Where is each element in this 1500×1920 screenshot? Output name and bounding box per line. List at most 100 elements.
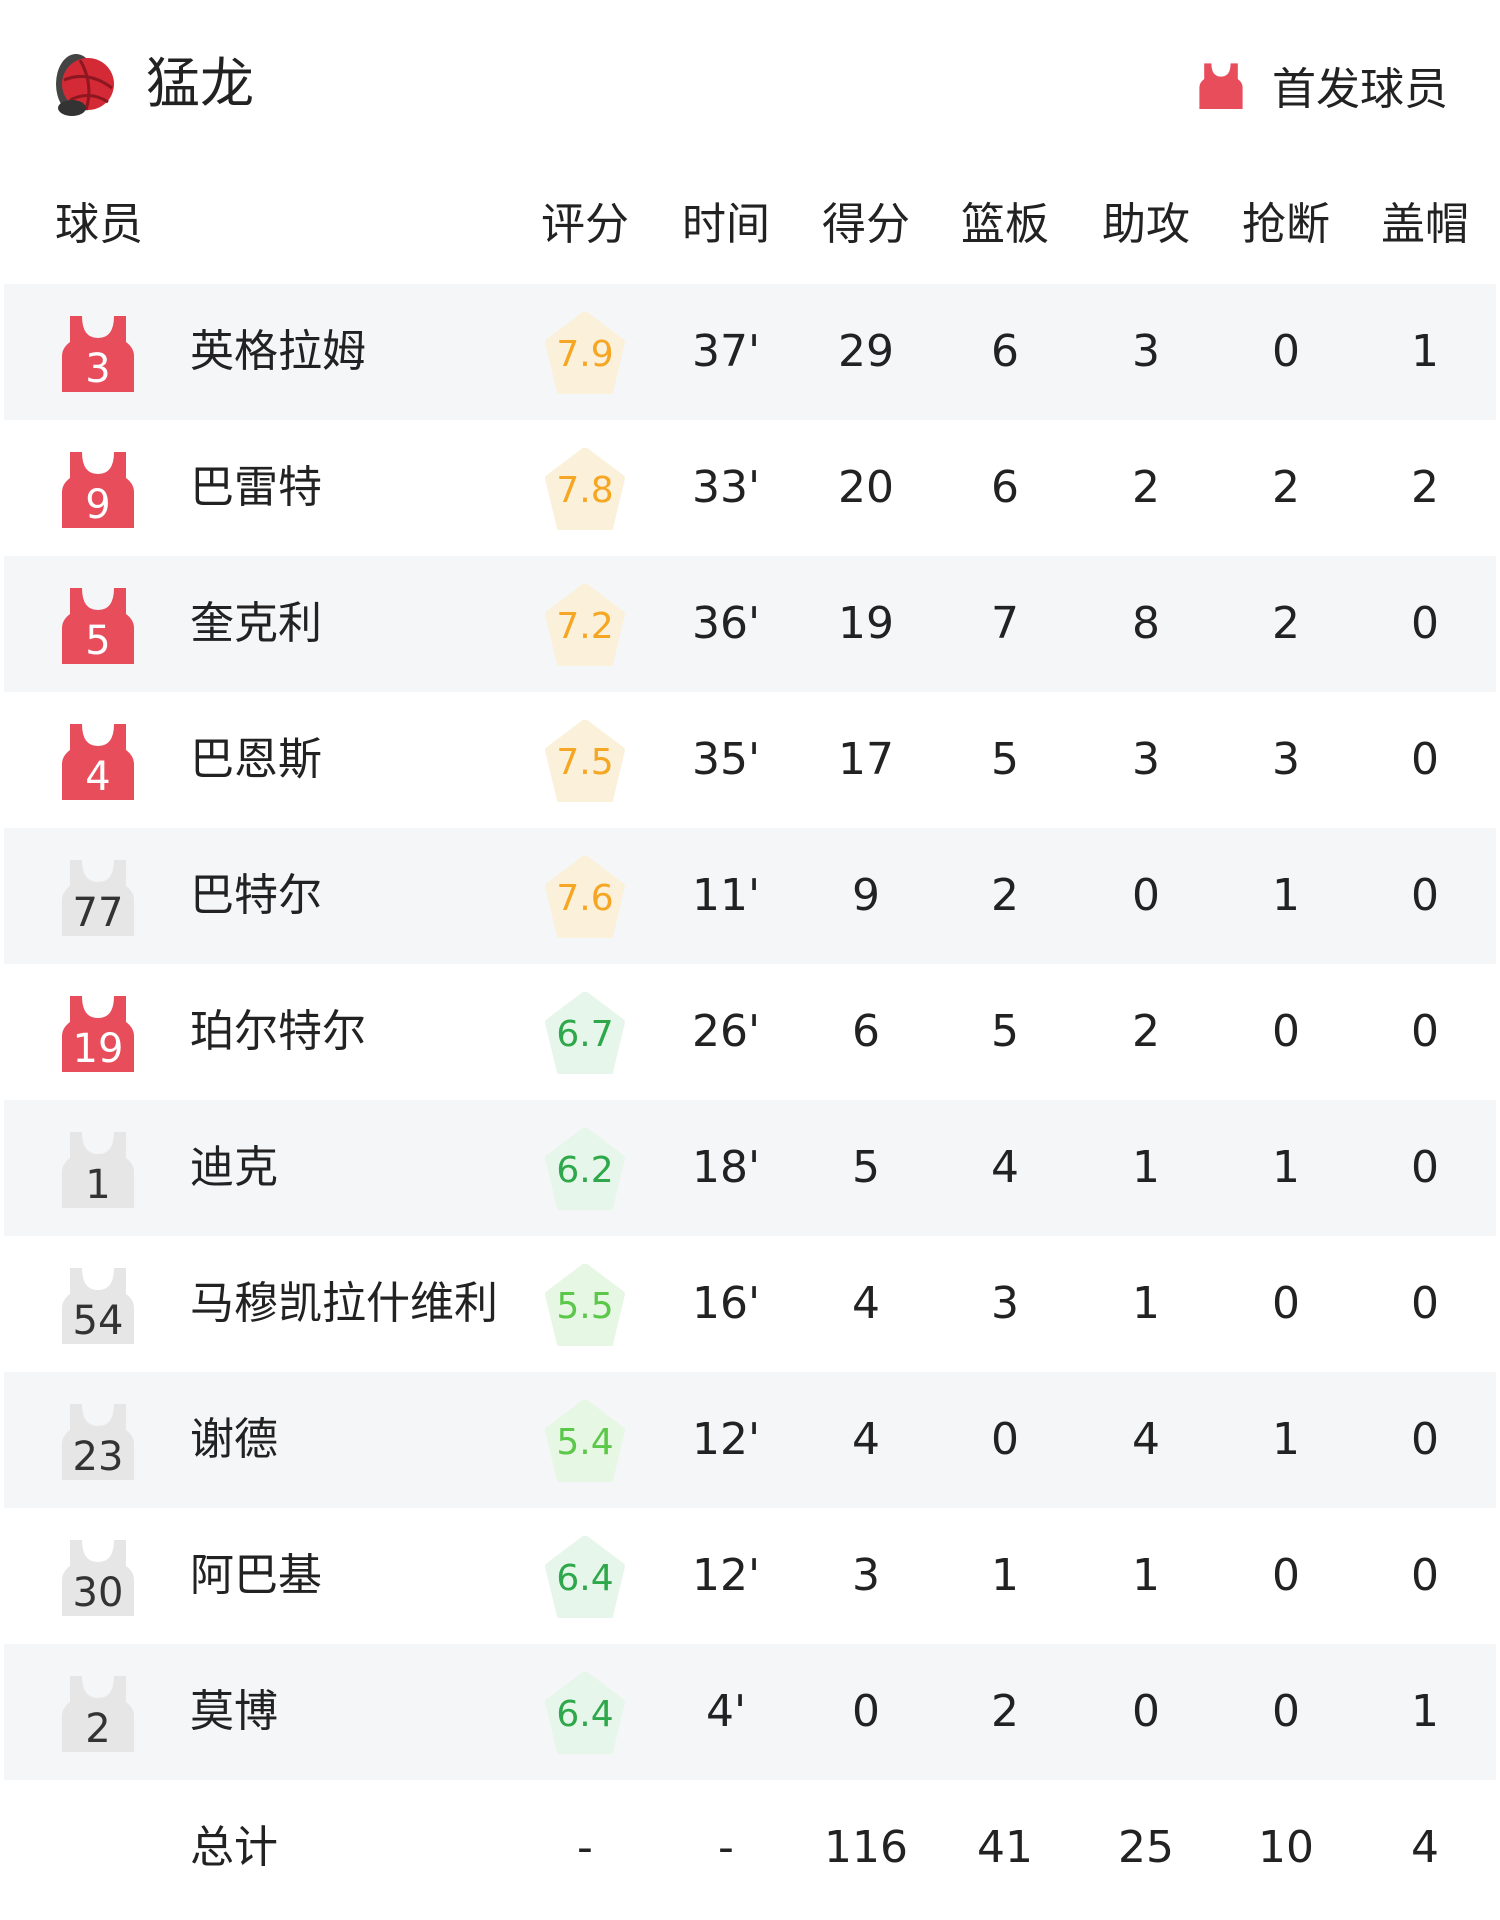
jersey-icon [1199, 63, 1243, 109]
stat-points: 29 [838, 326, 894, 377]
stat-time: 26' [691, 1006, 761, 1057]
column-header-rating[interactable]: 评分 [541, 199, 629, 250]
stat-steals: 1 [1272, 1142, 1300, 1193]
stat-assists: 1 [1132, 1278, 1160, 1329]
player-name[interactable]: 巴雷特 [190, 420, 500, 556]
player-name[interactable]: 迪克 [190, 1100, 500, 1236]
column-header-assists[interactable]: 助攻 [1102, 199, 1190, 250]
stat-blocks: 0 [1411, 870, 1439, 921]
stat-assists: 3 [1132, 734, 1160, 785]
player-row[interactable]: 54 马穆凯拉什维利 5.5 16' 4 3 1 0 0 [4, 1236, 1496, 1372]
rating-value: 6.2 [556, 1150, 614, 1191]
rating-value: 7.2 [556, 606, 614, 647]
player-name-text: 马穆凯拉什维利 [190, 1278, 498, 1329]
stat-time: 36' [691, 598, 761, 649]
stat-blocks: 0 [1411, 1278, 1439, 1329]
player-name-text: 莫博 [190, 1686, 278, 1737]
stat-steals: 0 [1272, 326, 1300, 377]
column-header-steals[interactable]: 抢断 [1242, 199, 1330, 250]
stat-points: 4 [852, 1414, 880, 1465]
stat-points: 20 [838, 462, 894, 513]
jersey-icon: 23 [62, 1400, 134, 1480]
jersey-number: 2 [85, 1706, 111, 1752]
rating-value: 6.4 [556, 1558, 614, 1599]
rating-value: 5.4 [556, 1422, 614, 1463]
player-name[interactable]: 巴特尔 [190, 828, 500, 964]
stat-points: 4 [852, 1278, 880, 1329]
player-name[interactable]: 马穆凯拉什维利 [190, 1236, 500, 1372]
player-name[interactable]: 阿巴基 [190, 1508, 500, 1644]
player-row[interactable]: 1 迪克 6.2 18' 5 4 1 1 0 [4, 1100, 1496, 1236]
raptors-logo-icon [50, 50, 118, 118]
totals-blocks: 4 [1411, 1822, 1439, 1873]
player-row[interactable]: 77 巴特尔 7.6 11' 9 2 0 1 0 [4, 828, 1496, 964]
jersey-number: 9 [85, 482, 111, 528]
stat-steals: 0 [1272, 1006, 1300, 1057]
player-row[interactable]: 5 奎克利 7.2 36' 19 7 8 2 0 [4, 556, 1496, 692]
player-row[interactable]: 9 巴雷特 7.8 33' 20 6 2 2 2 [4, 420, 1496, 556]
rating-badge: 5.4 [544, 1400, 626, 1482]
column-header-points[interactable]: 得分 [822, 199, 910, 250]
stat-rebounds: 5 [991, 734, 1019, 785]
starter-legend: 首发球员 [1198, 55, 1448, 115]
stat-points: 3 [852, 1550, 880, 1601]
player-name[interactable]: 英格拉姆 [190, 284, 500, 420]
stat-time: 18' [691, 1142, 761, 1193]
stat-points: 9 [852, 870, 880, 921]
player-name[interactable]: 谢德 [190, 1372, 500, 1508]
jersey-icon: 5 [62, 584, 134, 664]
player-row[interactable]: 30 阿巴基 6.4 12' 3 1 1 0 0 [4, 1508, 1496, 1644]
column-header-time[interactable]: 时间 [682, 199, 770, 250]
stat-steals: 0 [1272, 1550, 1300, 1601]
totals-steals: 10 [1258, 1822, 1314, 1873]
stat-time: 12' [691, 1414, 761, 1465]
jersey-number: 30 [72, 1570, 124, 1616]
rating-value: 7.5 [556, 742, 614, 783]
player-row[interactable]: 4 巴恩斯 7.5 35' 17 5 3 3 0 [4, 692, 1496, 828]
jersey-icon: 4 [62, 720, 134, 800]
jersey-number: 4 [85, 754, 111, 800]
player-name[interactable]: 巴恩斯 [190, 692, 500, 828]
player-name-text: 英格拉姆 [190, 326, 366, 377]
stat-time: 11' [691, 870, 761, 921]
team-header: 猛龙 首发球员 [0, 0, 1500, 160]
player-row[interactable]: 19 珀尔特尔 6.7 26' 6 5 2 0 0 [4, 964, 1496, 1100]
stat-steals: 1 [1272, 1414, 1300, 1465]
stat-rebounds: 4 [991, 1142, 1019, 1193]
rating-value: 6.7 [556, 1014, 614, 1055]
column-header-blocks[interactable]: 盖帽 [1381, 199, 1469, 250]
totals-label: 总计 [190, 1822, 278, 1873]
player-name[interactable]: 莫博 [190, 1644, 500, 1780]
column-header-rebounds[interactable]: 篮板 [961, 199, 1049, 250]
stat-blocks: 1 [1411, 326, 1439, 377]
stat-blocks: 0 [1411, 598, 1439, 649]
totals-rebounds: 41 [977, 1822, 1033, 1873]
player-row[interactable]: 23 谢德 5.4 12' 4 0 4 1 0 [4, 1372, 1496, 1508]
player-row[interactable]: 3 英格拉姆 7.9 37' 29 6 3 0 1 [4, 284, 1496, 420]
stat-time: 37' [691, 326, 761, 377]
stat-steals: 3 [1272, 734, 1300, 785]
player-row[interactable]: 2 莫博 6.4 4' 0 2 0 0 1 [4, 1644, 1496, 1780]
stat-blocks: 0 [1411, 1414, 1439, 1465]
totals-time: - [718, 1822, 734, 1873]
player-name[interactable]: 珀尔特尔 [190, 964, 500, 1100]
stat-assists: 0 [1132, 870, 1160, 921]
stat-rebounds: 7 [991, 598, 1019, 649]
rating-badge: 6.7 [544, 992, 626, 1074]
stat-steals: 1 [1272, 870, 1300, 921]
stat-points: 0 [852, 1686, 880, 1737]
player-name-text: 珀尔特尔 [190, 1006, 366, 1057]
stat-time: 12' [691, 1550, 761, 1601]
jersey-number: 54 [72, 1298, 124, 1344]
jersey-icon: 2 [62, 1672, 134, 1752]
stat-points: 5 [852, 1142, 880, 1193]
team-name: 猛龙 [146, 52, 254, 115]
stat-blocks: 0 [1411, 734, 1439, 785]
stat-assists: 8 [1132, 598, 1160, 649]
stat-steals: 2 [1272, 598, 1300, 649]
jersey-number: 77 [72, 890, 124, 936]
stat-assists: 0 [1132, 1686, 1160, 1737]
stat-points: 19 [838, 598, 894, 649]
player-name[interactable]: 奎克利 [190, 556, 500, 692]
totals-row: 总计 - - 116 41 25 10 4 [4, 1780, 1496, 1916]
